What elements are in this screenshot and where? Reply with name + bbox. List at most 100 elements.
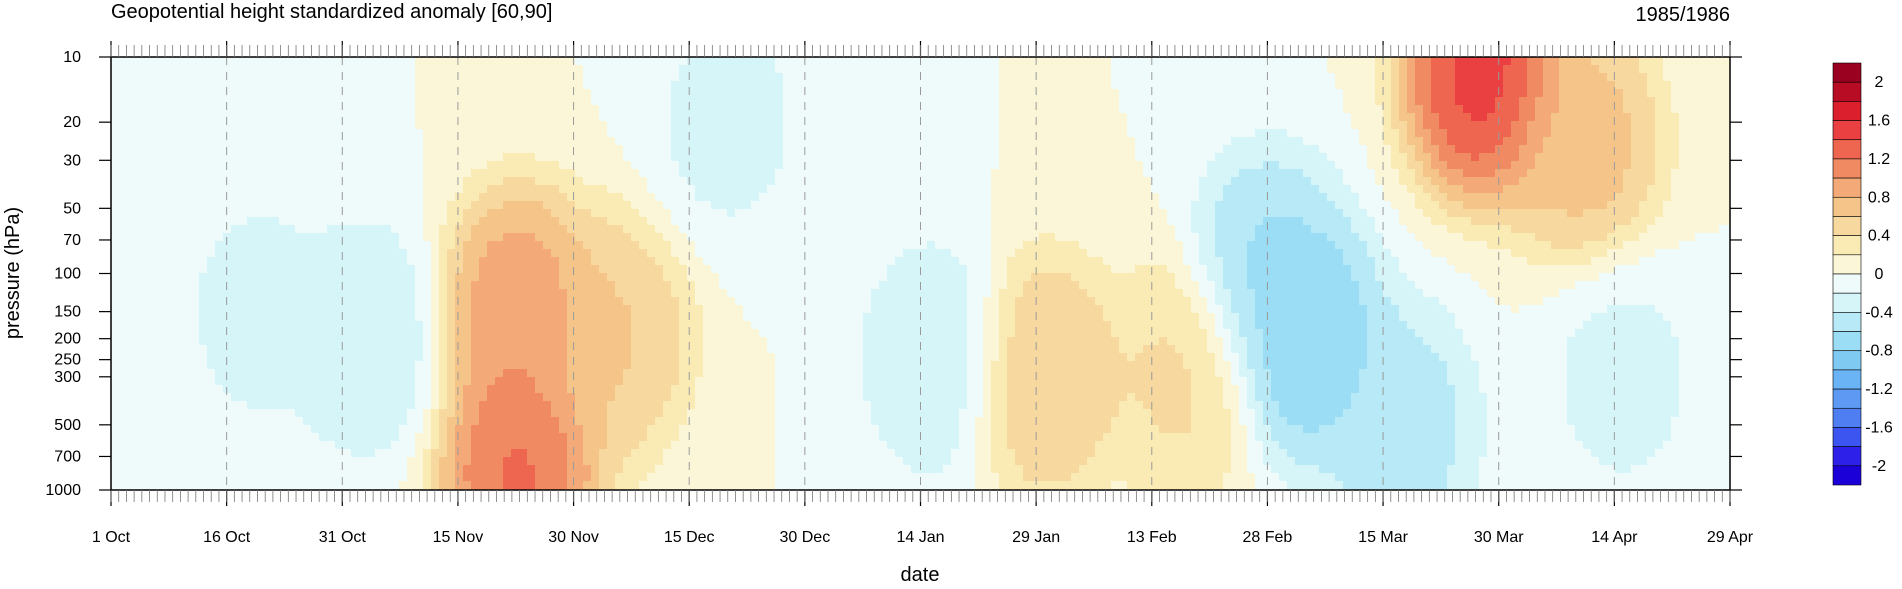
field-cell	[207, 305, 216, 314]
field-cell	[479, 281, 488, 290]
field-cell	[311, 241, 320, 250]
field-cell	[567, 249, 576, 258]
field-cell	[615, 289, 624, 298]
field-cell	[823, 329, 832, 338]
field-cell	[135, 449, 144, 458]
field-cell	[567, 417, 576, 426]
field-cell	[735, 225, 744, 234]
field-cell	[215, 65, 224, 74]
field-cell	[391, 137, 400, 146]
field-cell	[431, 441, 440, 450]
field-cell	[799, 81, 808, 90]
field-cell	[415, 81, 424, 90]
field-cell	[111, 449, 120, 458]
field-cell	[351, 73, 360, 82]
field-cell	[391, 217, 400, 226]
field-cell	[447, 369, 456, 378]
field-cell	[527, 337, 536, 346]
field-cell	[143, 425, 152, 434]
field-cell	[543, 145, 552, 154]
field-cell	[599, 161, 608, 170]
field-cell	[631, 233, 640, 242]
field-cell	[255, 473, 264, 482]
field-cell	[783, 209, 792, 218]
field-cell	[767, 233, 776, 242]
field-cell	[519, 289, 528, 298]
field-cell	[463, 177, 472, 186]
field-cell	[679, 121, 688, 130]
field-cell	[391, 161, 400, 170]
field-cell	[143, 457, 152, 466]
field-cell	[647, 465, 656, 474]
field-cell	[471, 73, 480, 82]
field-cell	[335, 377, 344, 386]
field-cell	[823, 273, 832, 282]
field-cell	[695, 481, 704, 490]
field-cell	[543, 465, 552, 474]
field-cell	[351, 321, 360, 330]
field-cell	[511, 233, 520, 242]
field-cell	[167, 417, 176, 426]
field-cell	[631, 281, 640, 290]
field-cell	[639, 65, 648, 74]
field-cell	[223, 65, 232, 74]
field-cell	[423, 401, 432, 410]
field-cell	[823, 465, 832, 474]
field-cell	[695, 129, 704, 138]
field-cell	[831, 257, 840, 266]
field-cell	[511, 377, 520, 386]
field-cell	[255, 377, 264, 386]
field-cell	[791, 409, 800, 418]
field-cell	[287, 113, 296, 122]
field-cell	[599, 233, 608, 242]
field-cell	[119, 129, 128, 138]
field-cell	[183, 297, 192, 306]
field-cell	[735, 417, 744, 426]
field-cell	[543, 281, 552, 290]
field-cell	[175, 449, 184, 458]
field-cell	[231, 353, 240, 362]
field-cell	[151, 193, 160, 202]
field-cell	[191, 393, 200, 402]
field-cell	[679, 393, 688, 402]
field-cell	[767, 393, 776, 402]
field-cell	[335, 433, 344, 442]
field-cell	[247, 217, 256, 226]
field-cell	[807, 297, 816, 306]
field-cell	[135, 329, 144, 338]
field-cell	[591, 233, 600, 242]
field-cell	[407, 65, 416, 74]
field-cell	[775, 393, 784, 402]
field-cell	[463, 457, 472, 466]
field-cell	[263, 369, 272, 378]
field-cell	[503, 289, 512, 298]
field-cell	[431, 449, 440, 458]
field-cell	[543, 225, 552, 234]
field-cell	[439, 217, 448, 226]
field-cell	[551, 281, 560, 290]
field-cell	[711, 465, 720, 474]
field-cell	[823, 97, 832, 106]
field-cell	[287, 193, 296, 202]
field-cell	[767, 65, 776, 74]
field-cell	[447, 201, 456, 210]
field-cell	[455, 217, 464, 226]
field-cell	[119, 465, 128, 474]
field-cell	[767, 169, 776, 178]
field-cell	[575, 265, 584, 274]
field-cell	[167, 457, 176, 466]
field-cell	[807, 377, 816, 386]
field-cell	[775, 337, 784, 346]
field-cell	[215, 177, 224, 186]
field-cell	[487, 145, 496, 154]
field-cell	[359, 481, 368, 490]
field-cell	[383, 305, 392, 314]
field-cell	[615, 305, 624, 314]
field-cell	[543, 433, 552, 442]
field-cell	[223, 313, 232, 322]
field-cell	[711, 129, 720, 138]
field-cell	[111, 217, 120, 226]
field-cell	[399, 473, 408, 482]
field-cell	[199, 289, 208, 298]
field-cell	[591, 89, 600, 98]
